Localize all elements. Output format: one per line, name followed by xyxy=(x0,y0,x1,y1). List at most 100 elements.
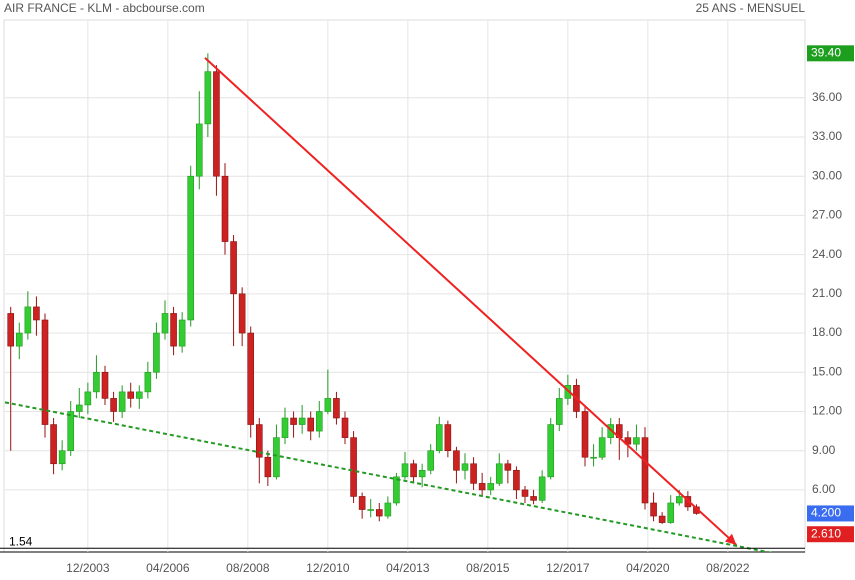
candle xyxy=(350,431,357,503)
candle-body xyxy=(478,483,486,491)
candle xyxy=(238,287,246,347)
candle-body xyxy=(367,509,375,511)
candle xyxy=(435,416,443,454)
candle xyxy=(127,382,135,408)
candle xyxy=(298,404,306,434)
candle xyxy=(410,459,417,484)
candle-body xyxy=(427,450,435,471)
candle-body xyxy=(118,391,126,412)
candle-body xyxy=(393,476,400,504)
candle xyxy=(367,499,375,518)
candle-body xyxy=(255,424,263,458)
x-tick-label: 04/2020 xyxy=(626,561,670,575)
candle xyxy=(641,427,649,510)
candle xyxy=(204,53,212,137)
candle xyxy=(590,444,597,467)
y-tick-label: 18.00 xyxy=(812,325,842,339)
y-tick-label: 9.00 xyxy=(812,443,836,457)
price-label: 39.40 xyxy=(811,46,841,60)
candle-body xyxy=(555,398,563,425)
candle xyxy=(401,452,409,480)
candle xyxy=(461,453,469,480)
x-tick-label: 12/2017 xyxy=(546,561,590,575)
y-tick-label: 27.00 xyxy=(812,208,842,222)
candle xyxy=(290,411,297,438)
candle-body xyxy=(487,483,495,491)
candle xyxy=(470,457,477,490)
candle xyxy=(513,466,520,500)
candle-body xyxy=(110,398,117,412)
candle-body xyxy=(161,313,169,334)
candle-body xyxy=(33,306,40,321)
candle xyxy=(41,313,49,438)
x-tick-label: 08/2022 xyxy=(706,561,750,575)
candle xyxy=(144,361,152,399)
candle xyxy=(153,322,160,379)
low-line-label: 1.54 xyxy=(9,534,33,548)
candle-body xyxy=(41,319,49,425)
candle-body xyxy=(641,437,649,504)
candle-body xyxy=(590,456,597,459)
candle xyxy=(358,492,366,519)
candle xyxy=(538,470,546,503)
candle xyxy=(607,418,615,445)
candle-body xyxy=(633,437,640,445)
candle xyxy=(281,407,289,445)
y-tick-label: 30.00 xyxy=(812,168,842,182)
candle-body xyxy=(547,424,555,478)
candle-body xyxy=(461,463,469,471)
candle xyxy=(255,418,263,484)
candle xyxy=(418,463,426,488)
candle-body xyxy=(675,496,683,504)
candle xyxy=(67,401,75,456)
candle-body xyxy=(290,417,297,425)
candle-body xyxy=(24,306,32,334)
candle-body xyxy=(127,391,135,399)
candle-body xyxy=(530,496,537,501)
candle-body xyxy=(444,424,452,451)
candle xyxy=(264,450,272,486)
candle-body xyxy=(358,496,366,510)
candle xyxy=(547,418,555,480)
candle-body xyxy=(401,463,409,478)
candle xyxy=(341,411,349,445)
candle-body xyxy=(273,437,280,478)
y-tick-label: 24.00 xyxy=(812,247,842,261)
x-tick-label: 12/2010 xyxy=(306,561,350,575)
candle-body xyxy=(410,463,417,478)
trend-line xyxy=(4,401,773,552)
candle xyxy=(230,235,237,347)
candle xyxy=(315,401,323,438)
candle-body xyxy=(230,241,237,295)
candle-body xyxy=(607,424,615,438)
x-tick-label: 04/2006 xyxy=(146,561,190,575)
candle-body xyxy=(170,313,177,347)
candle-body xyxy=(7,313,15,347)
candle-body xyxy=(101,371,109,399)
price-label-box xyxy=(807,526,854,543)
candle xyxy=(555,387,563,432)
trend-arrowhead xyxy=(724,533,737,545)
candle-body xyxy=(238,293,246,334)
candle-body xyxy=(315,411,323,432)
y-tick-label: 15.00 xyxy=(812,364,842,378)
y-tick-label: 33.00 xyxy=(812,129,842,143)
candle xyxy=(221,163,229,255)
candle xyxy=(247,326,255,438)
candle-body xyxy=(93,371,100,393)
candle-body xyxy=(178,319,186,347)
candle xyxy=(178,312,186,353)
candle xyxy=(50,418,57,475)
candle-body xyxy=(50,424,57,465)
candle xyxy=(393,472,400,506)
candle-body xyxy=(650,502,657,517)
candle-body xyxy=(384,502,392,517)
candle-body xyxy=(375,509,383,517)
candle xyxy=(453,446,460,484)
candle-body xyxy=(195,123,203,177)
candle xyxy=(24,291,32,340)
candle-body xyxy=(418,470,426,478)
candle xyxy=(667,495,675,524)
candle-body xyxy=(453,450,460,471)
candle xyxy=(7,306,15,451)
